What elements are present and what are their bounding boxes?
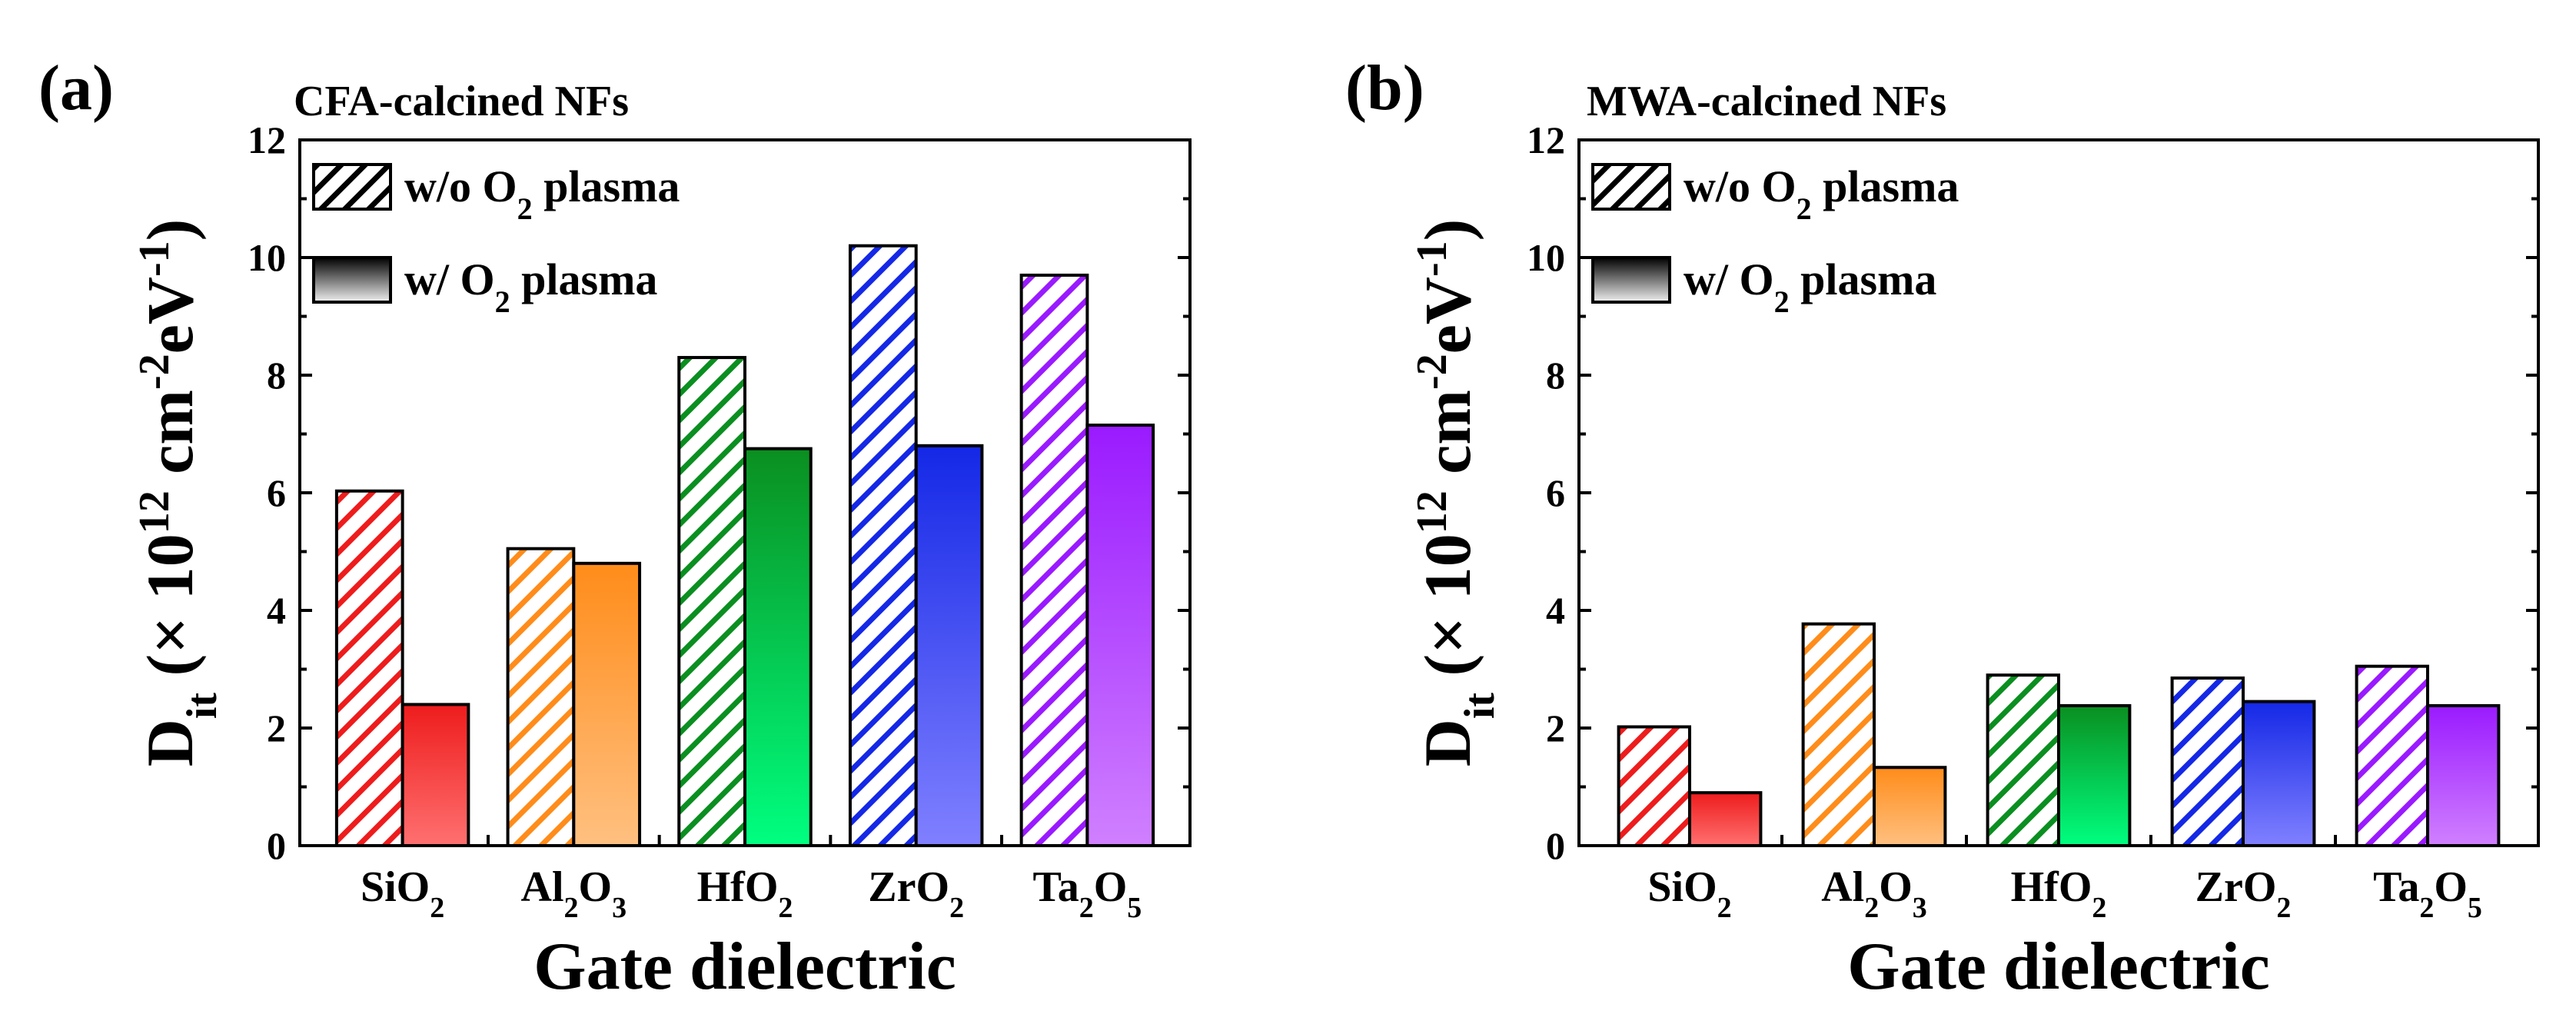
bar-with-plasma-3 (2242, 700, 2316, 848)
y-axis-label: Dit (× 1012 cm-2eV-1) (131, 219, 226, 767)
x-axis-label: Gate dielectric (1847, 929, 2270, 1004)
bar-with-plasma-2 (743, 447, 813, 847)
y-tick-label: 6 (1546, 471, 1565, 514)
y-tick-label: 0 (1546, 824, 1565, 867)
legend-label: w/o O2 plasma (404, 161, 680, 226)
y-tick-label: 0 (267, 824, 286, 867)
y-tick-label: 8 (267, 354, 286, 397)
panel-label: (b) (1345, 52, 1424, 124)
y-tick-label: 4 (1546, 589, 1565, 632)
legend-swatch-gradient (1591, 256, 1671, 304)
panel-title: CFA-calcined NFs (294, 78, 629, 125)
x-tick-label: SiO2 (361, 863, 444, 924)
bar-without-plasma-1 (506, 547, 576, 847)
bar-without-plasma-4 (1019, 273, 1089, 847)
bar-without-plasma-2 (1986, 673, 2061, 848)
y-tick-label: 2 (267, 706, 286, 750)
bar-with-plasma-3 (914, 444, 984, 847)
bar-with-plasma-1 (1873, 766, 1947, 848)
x-tick-label: HfO2 (697, 863, 793, 924)
legend-label: w/o O2 plasma (1684, 161, 1959, 226)
y-tick-label: 12 (1527, 118, 1565, 161)
bar-without-plasma-0 (1617, 725, 1692, 847)
x-tick-label: Al2O3 (521, 863, 627, 924)
panel-title: MWA-calcined NFs (1587, 78, 1946, 125)
legend-swatch-gradient (312, 256, 392, 304)
bar-without-plasma-3 (2170, 676, 2245, 847)
panel-a: (a) CFA-calcined NFs SiO2 Al2O3 HfO2 ZrO2 Ta2O… (38, 52, 1192, 1004)
bar-with-plasma-0 (401, 703, 470, 848)
y-tick-label: 10 (1527, 236, 1565, 279)
y-tick-label: 6 (267, 471, 286, 514)
x-axis-label: Gate dielectric (533, 929, 956, 1004)
y-tick-label: 12 (248, 118, 286, 161)
y-tick-label: 8 (1546, 354, 1565, 397)
bar-without-plasma-0 (334, 489, 404, 848)
bar-without-plasma-1 (1801, 622, 1876, 847)
bar-without-plasma-4 (2355, 664, 2430, 847)
legend-swatch-hatched (1591, 163, 1671, 211)
bar-with-plasma-4 (2426, 703, 2501, 847)
x-tick-label: ZrO2 (2195, 863, 2292, 924)
x-tick-label: Al2O3 (1821, 863, 1927, 924)
bar-without-plasma-3 (848, 244, 918, 847)
bar-with-plasma-0 (1688, 791, 1763, 848)
y-tick-label: 2 (1546, 706, 1565, 750)
legend-swatch-hatched (312, 163, 392, 211)
x-tick-label: Ta2O5 (2373, 863, 2482, 924)
y-tick-label: 4 (267, 589, 286, 632)
bar-with-plasma-4 (1085, 424, 1155, 847)
x-tick-label: SiO2 (1647, 863, 1731, 924)
x-tick-label: HfO2 (2011, 863, 2107, 924)
x-tick-label: Ta2O5 (1032, 863, 1142, 924)
y-tick-label: 10 (248, 236, 286, 279)
panel-b: (b) MWA-calcined NFs SiO2 Al2O3 HfO2 ZrO2 Ta2O… (1345, 52, 2540, 1004)
bar-with-plasma-1 (572, 561, 642, 847)
y-axis-label: Dit (× 1012 cm-2eV-1) (1408, 219, 1504, 767)
legend-label: w/ O2 plasma (404, 254, 657, 319)
bar-without-plasma-2 (677, 356, 747, 847)
bar-with-plasma-2 (2057, 703, 2132, 847)
legend-label: w/ O2 plasma (1684, 254, 1936, 319)
panel-label: (a) (38, 52, 114, 124)
x-tick-label: ZrO2 (868, 863, 964, 924)
